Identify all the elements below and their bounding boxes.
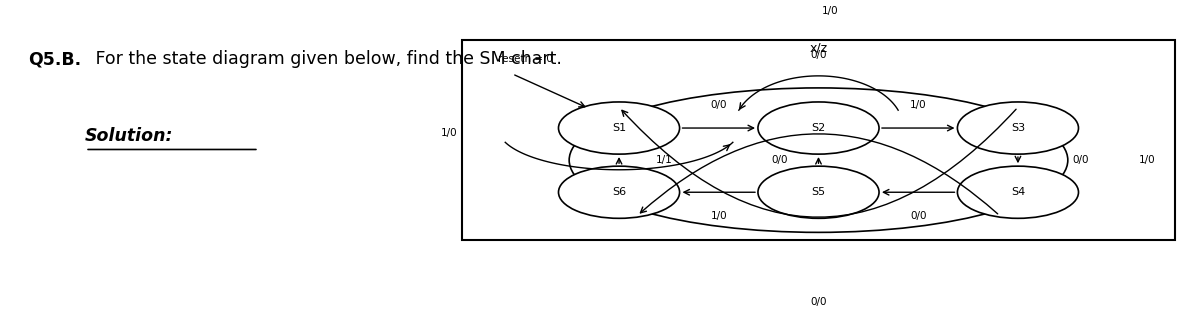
FancyBboxPatch shape <box>462 40 1175 240</box>
Text: S2: S2 <box>811 123 826 133</box>
Text: 0/0: 0/0 <box>910 211 926 220</box>
Text: 1/0: 1/0 <box>710 211 727 220</box>
Ellipse shape <box>958 102 1079 154</box>
Text: 1/0: 1/0 <box>1139 155 1156 165</box>
Text: S1: S1 <box>612 123 626 133</box>
Text: 1/0: 1/0 <box>822 6 839 16</box>
Text: 0/0: 0/0 <box>810 297 827 307</box>
Text: 0/0: 0/0 <box>710 100 727 110</box>
Text: resetn = 0: resetn = 0 <box>498 54 553 64</box>
Text: S3: S3 <box>1010 123 1025 133</box>
Ellipse shape <box>758 166 880 218</box>
Text: 0/0: 0/0 <box>810 50 827 60</box>
Text: S5: S5 <box>811 187 826 197</box>
Ellipse shape <box>558 166 679 218</box>
Text: For the state diagram given below, find the SM chart.: For the state diagram given below, find … <box>90 50 562 68</box>
Text: 0/0: 0/0 <box>1073 155 1088 165</box>
Text: 1/0: 1/0 <box>910 100 926 110</box>
Text: 0/0: 0/0 <box>772 155 788 165</box>
Text: Solution:: Solution: <box>85 127 174 145</box>
Text: S4: S4 <box>1010 187 1025 197</box>
Text: 1/0: 1/0 <box>442 128 458 138</box>
Text: S6: S6 <box>612 187 626 197</box>
Ellipse shape <box>558 102 679 154</box>
Text: x/z: x/z <box>810 41 828 54</box>
Text: 1/1: 1/1 <box>655 155 672 165</box>
Ellipse shape <box>958 166 1079 218</box>
Text: Q5.B.: Q5.B. <box>28 50 80 68</box>
Ellipse shape <box>758 102 880 154</box>
